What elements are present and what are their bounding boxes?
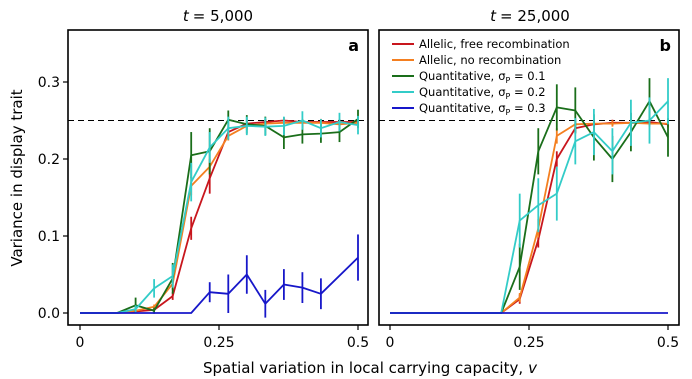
x-tick-label: 0.5 (347, 335, 369, 351)
y-tick-label: 0.2 (38, 152, 60, 168)
panel-a-label: a (348, 36, 359, 55)
y-axis-label: Variance in display trait (8, 89, 26, 266)
legend-entry-text: Quantitative, (419, 101, 494, 115)
y-tick-label: 0.0 (38, 306, 60, 322)
panel-a-series (80, 109, 359, 318)
x-tick-label: 0.25 (513, 335, 544, 351)
legend-entry-subscript: P (505, 92, 510, 101)
series-line (390, 100, 669, 314)
series-line (390, 121, 669, 314)
series-line (80, 119, 358, 314)
legend-entry: Allelic, no recombination (419, 53, 561, 67)
series-line (390, 121, 668, 314)
panel-b-title-var: t (490, 7, 497, 25)
series-line (80, 119, 359, 314)
legend-entry-text: Allelic, no recombination (419, 53, 561, 67)
legend-entry-value: = 0.1 (510, 69, 545, 83)
panel-b-x-axis: 0 0.25 0.5 (386, 325, 679, 351)
x-tick-label: 0.5 (657, 335, 679, 351)
legend-entry-text: Quantitative, (419, 85, 494, 99)
panel-b: t = 25,000 b 0 0.25 0.5 Allelic, free recom… (378, 7, 680, 351)
series-line (80, 118, 359, 314)
y-tick-label: 0.1 (38, 229, 60, 245)
panel-b-label: b (660, 36, 671, 55)
x-axis-label-var: v (528, 359, 538, 377)
panel-a-y-axis: 0.0 0.1 0.2 0.3 (38, 75, 68, 322)
panel-b-title: t = 25,000 (490, 7, 570, 25)
y-tick-label: 0.3 (38, 75, 60, 91)
legend-entry-value: = 0.3 (510, 101, 545, 115)
panel-a: t = 5,000 a 0.0 0.1 0.2 0.3 0 0.25 0.5 (38, 7, 369, 351)
legend-entry-sigma: σ (498, 69, 505, 83)
panel-a-title-var: t (183, 7, 190, 25)
legend-entry: Quantitative, σP = 0.2 (419, 85, 546, 101)
panel-a-title: t = 5,000 (183, 7, 253, 25)
panel-a-title-value: = 5,000 (193, 7, 253, 25)
x-axis-label-text: Spatial variation in local carrying capa… (203, 359, 523, 377)
series-line (80, 121, 359, 314)
legend-entry: Allelic, free recombination (419, 37, 570, 51)
legend: Allelic, free recombination Allelic, no r… (392, 37, 570, 117)
legend-entry-text: Allelic, free recombination (419, 37, 570, 51)
legend-entry-sigma: σ (498, 101, 505, 115)
legend-entry-sigma: σ (498, 85, 505, 99)
panel-a-x-axis: 0 0.25 0.5 (76, 325, 369, 351)
x-tick-label: 0 (386, 335, 395, 351)
legend-entry-value: = 0.2 (510, 85, 545, 99)
legend-entry: Quantitative, σP = 0.1 (419, 69, 546, 85)
legend-entry-subscript: P (505, 76, 510, 85)
x-tick-label: 0 (76, 335, 85, 351)
panel-a-frame (67, 29, 369, 326)
panel-b-title-value: = 25,000 (500, 7, 570, 25)
panel-b-series (390, 78, 669, 314)
legend-entry-subscript: P (505, 108, 510, 117)
x-axis-label: Spatial variation in local carrying capa… (203, 359, 538, 377)
series-line (80, 256, 359, 314)
legend-entry: Quantitative, σP = 0.3 (419, 101, 546, 117)
legend-entry-text: Quantitative, (419, 69, 494, 83)
x-tick-label: 0.25 (203, 335, 234, 351)
